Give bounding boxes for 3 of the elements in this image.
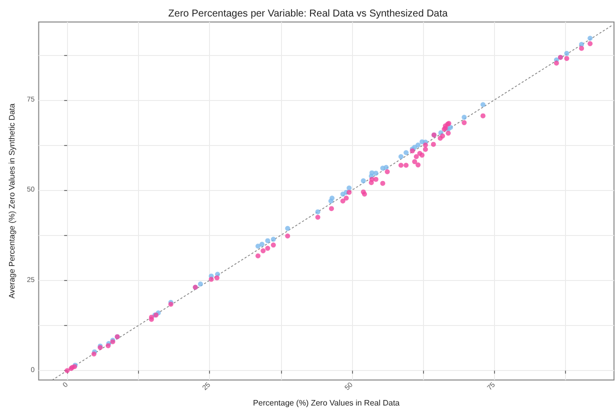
chart-title: Zero Percentages per Variable: Real Data vs Synthesized Data xyxy=(168,8,448,20)
x-axis-title: Percentage (%) Zero Values in Real Data xyxy=(253,398,400,408)
y-axis-title: Average Percentage (%) Zero Values in Synthetic Data xyxy=(8,102,16,298)
